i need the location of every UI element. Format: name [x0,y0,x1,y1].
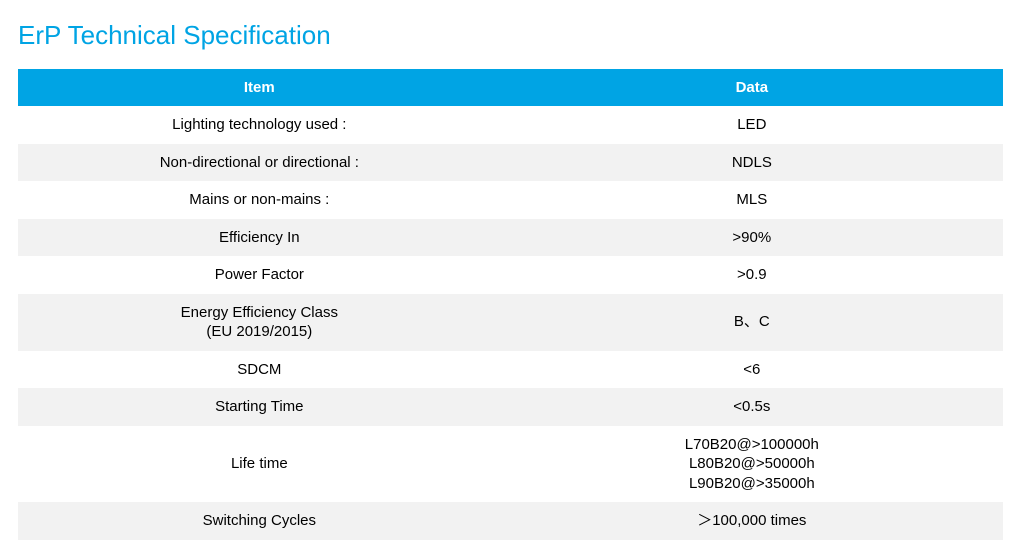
spec-data: <6 [501,351,1003,389]
spec-item: Energy Efficiency Class (EU 2019/2015) [18,294,501,351]
table-row: Energy Efficiency Class (EU 2019/2015) B… [18,294,1003,351]
spec-item: Switching Cycles [18,502,501,540]
table-row: Non-directional or directional : NDLS [18,144,1003,182]
spec-data: B、C [501,294,1003,351]
spec-item: Mains or non-mains : [18,181,501,219]
spec-item: SDCM [18,351,501,389]
spec-item: Efficiency In [18,219,501,257]
spec-data: <0.5s [501,388,1003,426]
spec-item: Non-directional or directional : [18,144,501,182]
spec-data: >90% [501,219,1003,257]
spec-item: Starting Time [18,388,501,426]
spec-data: >0.9 [501,256,1003,294]
spec-item: Lighting technology used : [18,106,501,144]
table-row: Power Factor >0.9 [18,256,1003,294]
table-row: Efficiency In >90% [18,219,1003,257]
table-row: Starting Time <0.5s [18,388,1003,426]
table-row: Switching Cycles ＞100,000 times [18,502,1003,540]
table-header-row: Item Data [18,69,1003,106]
spec-data: ＞100,000 times [501,502,1003,540]
spec-data: NDLS [501,144,1003,182]
spec-data: LED [501,106,1003,144]
table-row: SDCM <6 [18,351,1003,389]
spec-item: Life time [18,426,501,503]
col-header-data: Data [501,69,1003,106]
page-title: ErP Technical Specification [18,20,1003,51]
col-header-item: Item [18,69,501,106]
table-row: Mains or non-mains : MLS [18,181,1003,219]
spec-data: L70B20@>100000h L80B20@>50000h L90B20@>3… [501,426,1003,503]
spec-data: MLS [501,181,1003,219]
spec-item: Power Factor [18,256,501,294]
spec-table: Item Data Lighting technology used : LED… [18,69,1003,540]
table-row: Lighting technology used : LED [18,106,1003,144]
table-row: Life time L70B20@>100000h L80B20@>50000h… [18,426,1003,503]
